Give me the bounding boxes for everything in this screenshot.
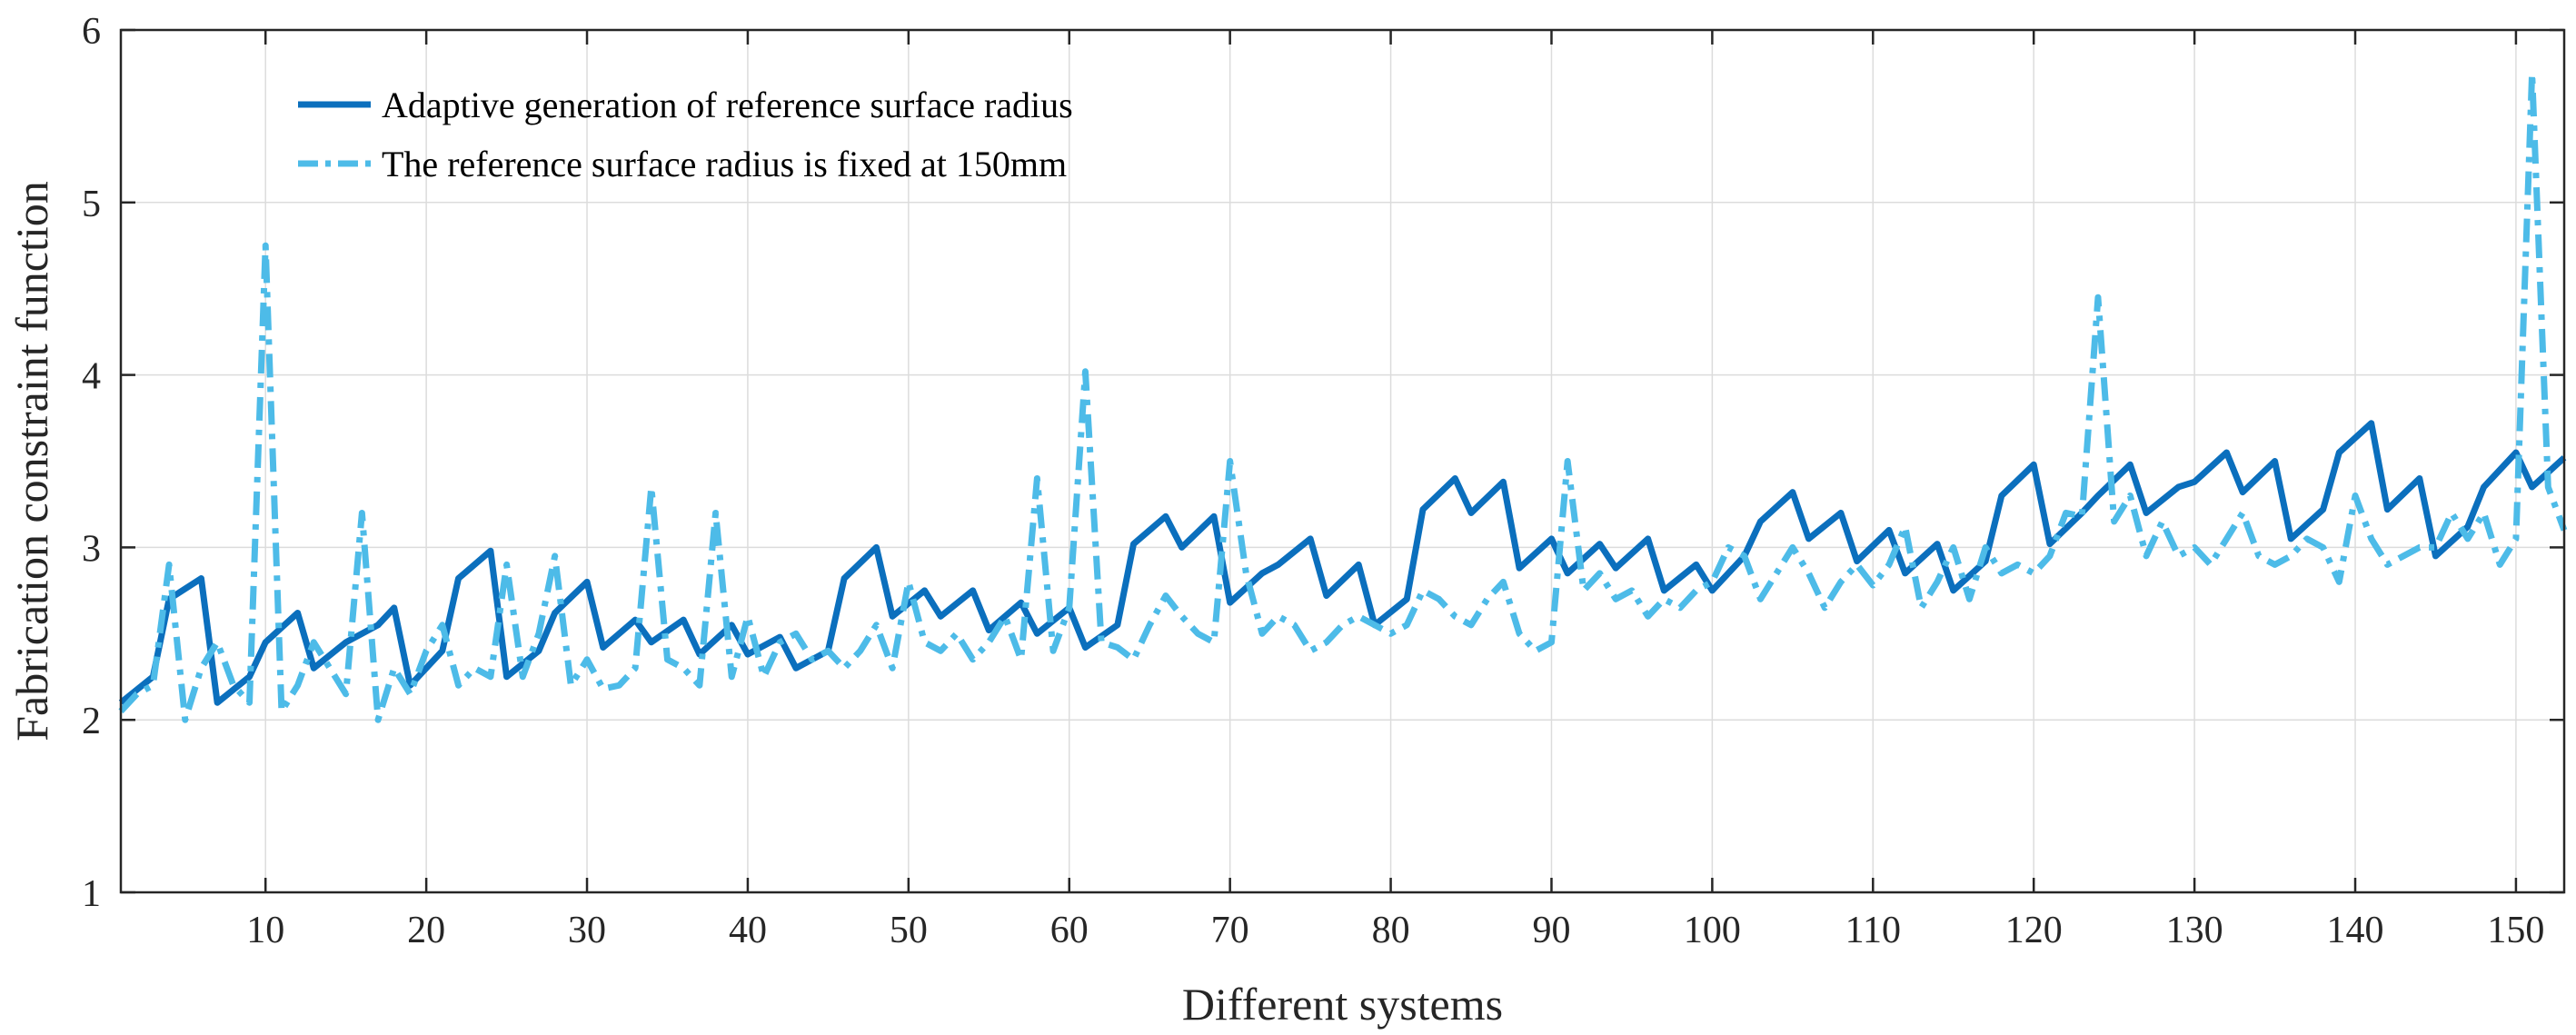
x-tick-label: 130 [2166, 910, 2223, 951]
series-line-adaptive [118, 420, 2567, 706]
x-tick-label: 30 [568, 910, 606, 951]
x-tick-label: 80 [1372, 910, 1410, 951]
x-tick-label: 140 [2327, 910, 2384, 951]
x-tick-label: 20 [407, 910, 445, 951]
grid-lines [121, 30, 2564, 892]
x-axis-label: Different systems [1182, 979, 1503, 1030]
legend-label-adaptive: Adaptive generation of reference surface… [382, 85, 1073, 125]
x-tick-label: 70 [1211, 910, 1249, 951]
axes: 10 20 30 40 50 60 70 80 90 100 110 120 130 140 150 1 2 3 4… [82, 11, 2564, 951]
x-tick-label: 60 [1050, 910, 1089, 951]
y-tick-label: 4 [82, 356, 101, 398]
y-tick-label: 1 [82, 873, 101, 915]
y-tick-label: 2 [82, 701, 101, 742]
x-tick-label: 50 [890, 910, 928, 951]
plot-frame [119, 28, 2566, 894]
series-layer [118, 69, 2568, 723]
x-tick-label: 150 [2487, 910, 2544, 951]
y-tick-label: 6 [82, 11, 101, 53]
legend: Adaptive generation of reference surface… [298, 85, 1073, 184]
x-tick-label: 100 [1684, 910, 1741, 951]
series-line-fixed [118, 69, 2568, 723]
y-tick-label: 3 [82, 528, 101, 570]
x-tick-label: 90 [1532, 910, 1570, 951]
y-axis-label: Fabrication constraint function [6, 181, 57, 741]
x-tick-label: 40 [729, 910, 767, 951]
legend-label-fixed: The reference surface radius is fixed at… [382, 144, 1067, 184]
y-tick-label: 5 [82, 184, 101, 225]
x-tick-label: 120 [2005, 910, 2063, 951]
x-tick-label: 10 [246, 910, 284, 951]
x-tick-label: 110 [1845, 910, 1901, 951]
